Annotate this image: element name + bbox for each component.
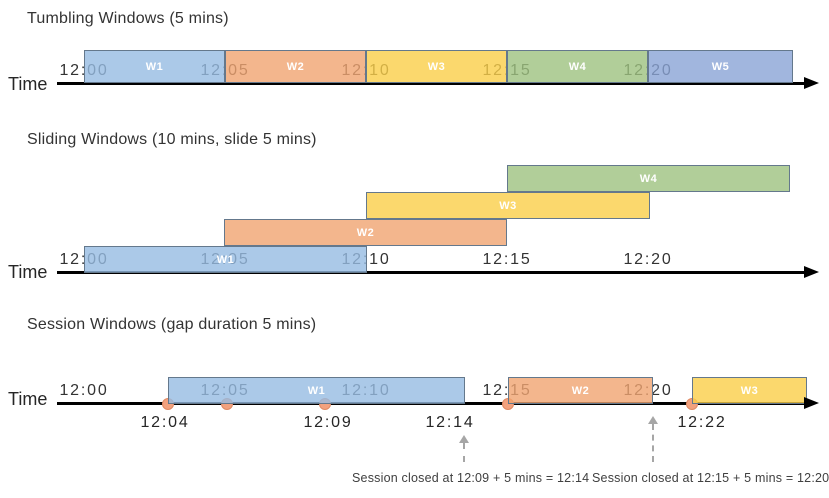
window-label: W3 [427,60,446,73]
window-label: W1 [216,253,235,266]
window-label: W3 [740,384,759,397]
axis-arrow-icon [804,397,819,409]
window-box-w1: W1 [84,246,367,273]
time-axis-line [57,82,806,85]
window-box-w2: W2 [508,377,653,404]
window-box-w3: W3 [366,50,507,83]
session-closed-annotation: Session closed at 12:09 + 5 mins = 12:14 [352,471,590,485]
window-box-w2: W2 [224,219,507,246]
window-box-w5: W5 [648,50,793,83]
session-section-title: Session Windows (gap duration 5 mins) [27,316,317,333]
tick-label: 12:15 [482,251,532,268]
time-axis-line [57,271,806,274]
tick-label: 12:00 [59,382,109,399]
event-time-label: 12:04 [140,414,190,431]
time-axis-label: Time [8,262,48,282]
event-time-label: 12:09 [303,414,353,431]
time-axis-label: Time [8,74,48,94]
window-label: W2 [356,226,375,239]
time-axis-label: Time [8,389,48,409]
window-box-w4: W4 [507,165,790,192]
window-label: W3 [499,199,517,212]
window-label: W1 [145,60,164,73]
window-box-w3: W3 [366,192,650,219]
window-label: W4 [568,60,587,73]
window-label: W1 [307,384,326,397]
window-box-w1: W1 [168,377,465,404]
tumbling-section-title: Tumbling Windows (5 mins) [27,10,229,27]
dashed-up-arrow-icon [459,435,469,443]
window-box-w3: W3 [692,377,807,404]
dashed-up-arrow-icon [648,416,658,424]
tick-label: 12:20 [623,251,673,268]
dashed-up-arrow-line [463,443,465,462]
window-box-w4: W4 [507,50,648,83]
axis-arrow-icon [804,266,819,278]
window-label: W2 [571,384,590,397]
session-closed-annotation: Session closed at 12:15 + 5 mins = 12:20 [592,471,829,485]
window-box-w2: W2 [225,50,366,83]
window-label: W5 [711,60,730,73]
sliding-section-title: Sliding Windows (10 mins, slide 5 mins) [27,131,317,148]
dashed-up-arrow-line [652,424,654,462]
window-label: W4 [639,172,658,185]
window-label: W2 [286,60,305,73]
axis-arrow-icon [804,77,819,89]
event-time-label: 12:14 [425,414,475,431]
event-time-label: 12:22 [677,414,727,431]
window-box-w1: W1 [84,50,225,83]
